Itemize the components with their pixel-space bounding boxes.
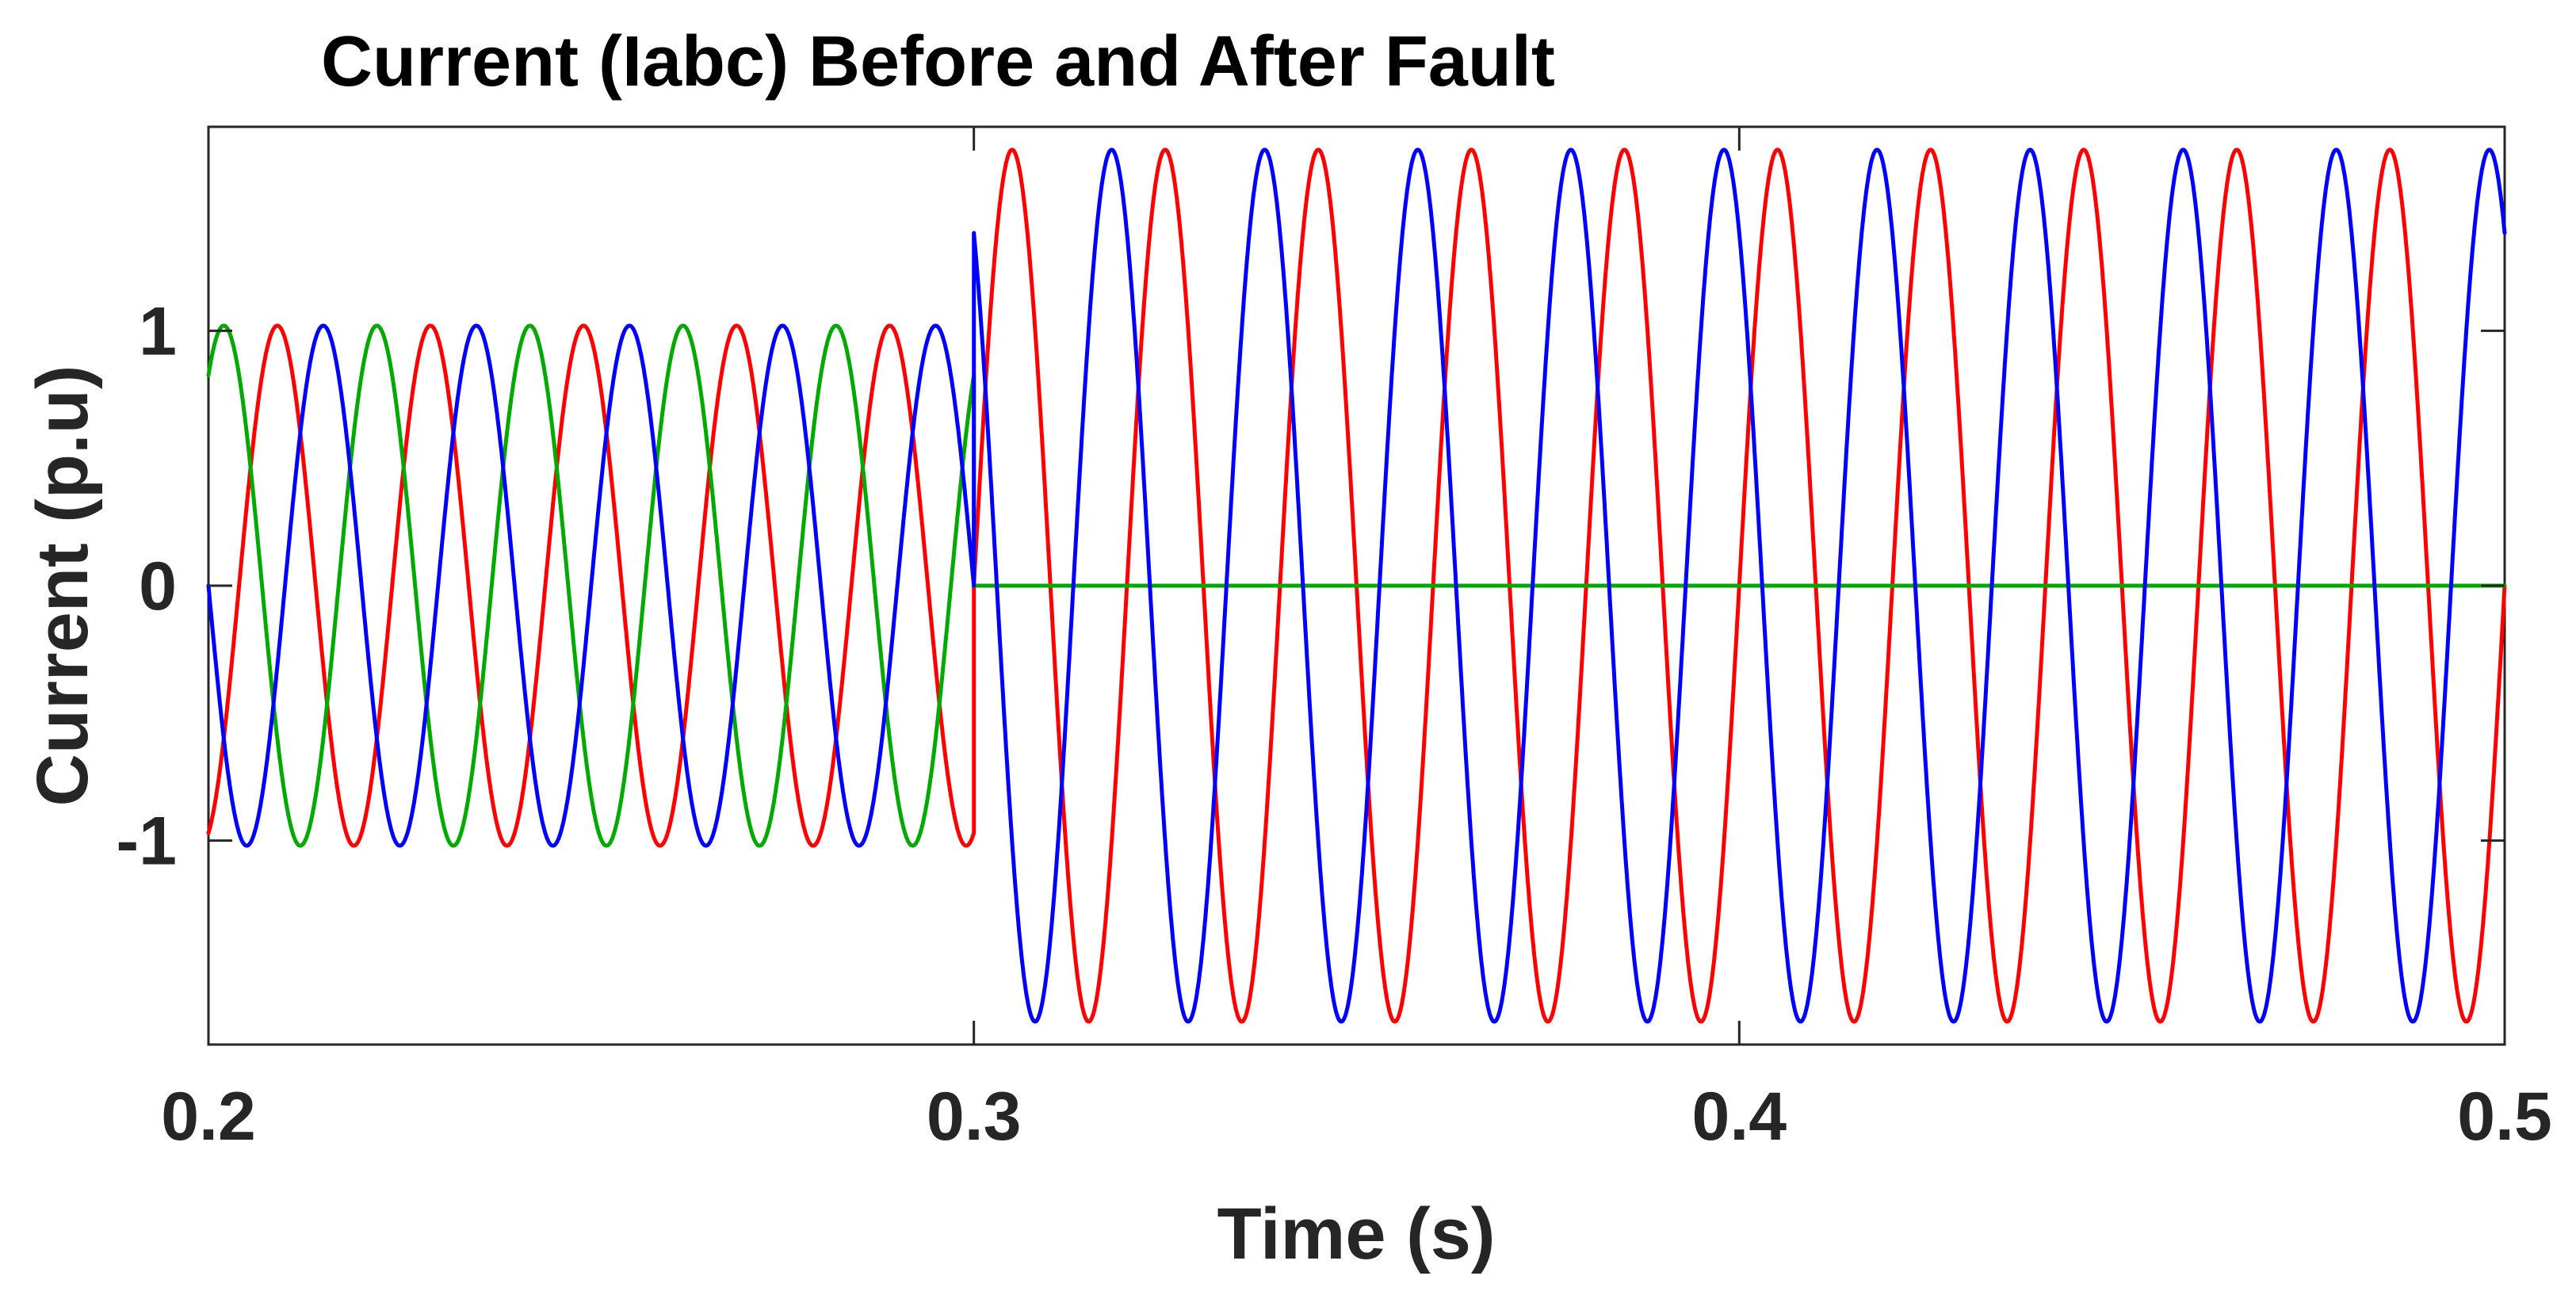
x-tick-label: 0.2 [161,1079,256,1155]
tick-layer: 0.2 0.3 0.4 0.5 -1 0 1 [117,127,2552,1155]
x-tick-label: 0.5 [2457,1079,2552,1155]
series-red-line [206,147,2507,1024]
x-tick-label: 0.4 [1692,1079,1787,1155]
chart-title: Current (Iabc) Before and After Fault [321,22,1555,101]
x-axis-label: Time (s) [1217,1194,1495,1274]
y-tick-label: -1 [117,804,177,880]
y-axis-label: Current (p.u) [22,365,103,806]
y-tick-label: 1 [139,293,177,369]
series-blue-line [206,147,2507,1024]
series-green-line [206,323,2507,848]
x-tick-label: 0.3 [927,1079,1022,1155]
y-tick-label: 0 [139,548,177,625]
series-layer [206,147,2507,1024]
